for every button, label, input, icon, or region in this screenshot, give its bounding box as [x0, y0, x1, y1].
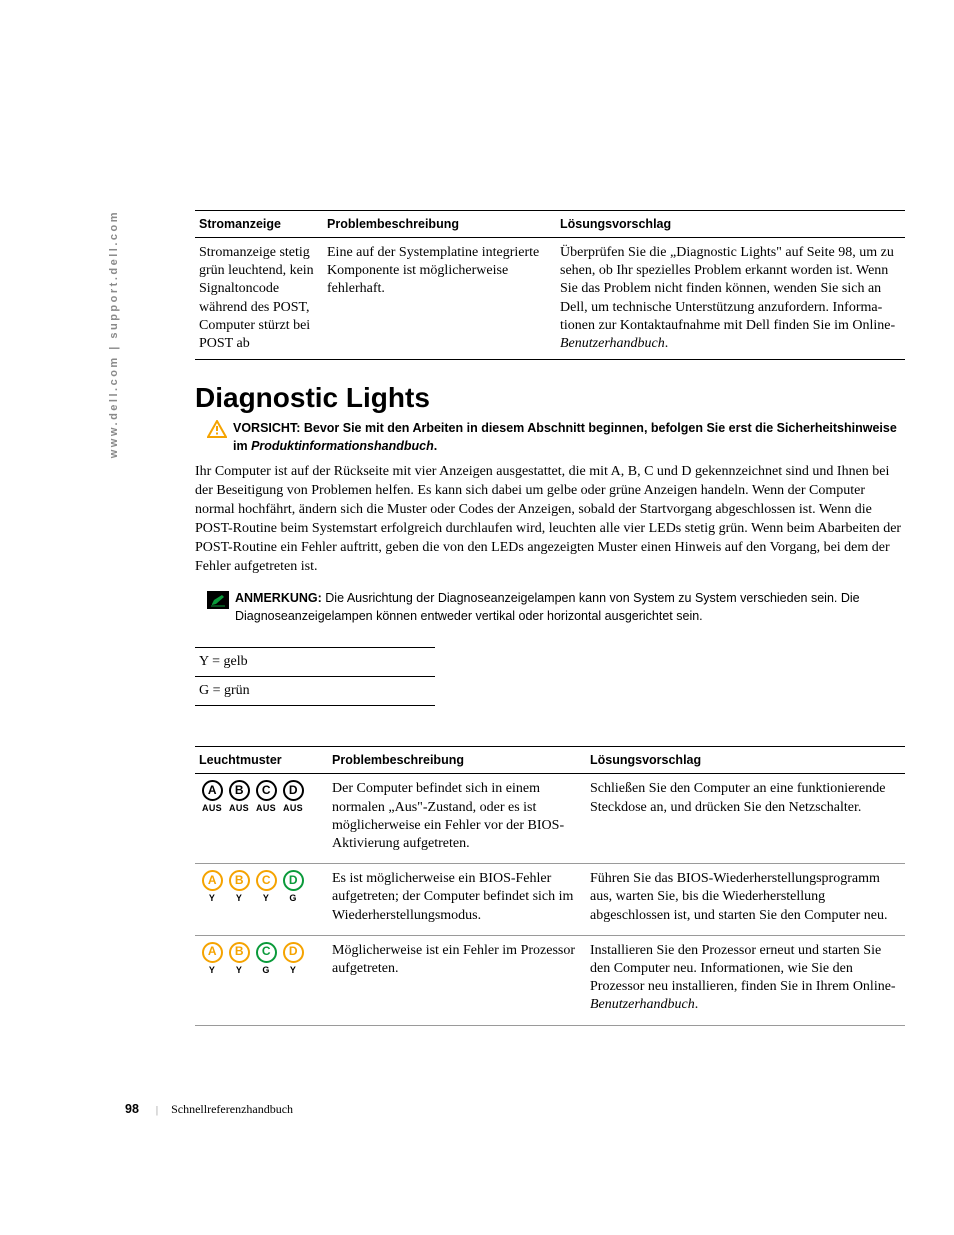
led-state-label: G — [289, 893, 296, 905]
warning-tail: . — [434, 439, 437, 453]
t1-c2: Eine auf der Systemplatine integrierte K… — [323, 238, 556, 360]
footer-sep: | — [156, 1104, 158, 1116]
led-indicator-icon: B — [229, 942, 250, 963]
t1-h2: Problembeschreibung — [323, 211, 556, 238]
solution-cell: Führen Sie das BIOS-Wiederherstellungs­p… — [586, 864, 905, 936]
led-state-label: Y — [209, 965, 215, 977]
t1-c3: Überprüfen Sie die „Diagnostic Lights" a… — [556, 238, 905, 360]
solution-tail: . — [695, 997, 699, 1012]
led-block: A AUS B AUS C AUS D AUS — [199, 780, 324, 815]
led-state-label: Y — [263, 893, 269, 905]
warning-icon — [207, 420, 227, 443]
solution-book-ref: Benutzerhandbuch — [590, 997, 695, 1012]
page-heading: Diagnostic Lights — [195, 382, 905, 414]
diagnostic-lights-table: Leuchtmuster Problembeschreibung Lösungs… — [195, 746, 905, 1025]
led-cell: CG — [253, 942, 279, 977]
led-indicator-icon: C — [256, 870, 277, 891]
t2-h2: Problembeschreibung — [328, 747, 586, 774]
led-indicator-icon: B — [229, 870, 250, 891]
problem-description-cell: Möglicherweise ist ein Fehler im Prozess… — [328, 935, 586, 1025]
led-indicator-icon: A — [202, 870, 223, 891]
t1-c1: Stromanzeige stetig grün leuchtend, kein… — [195, 238, 323, 360]
solution-text: Führen Sie das BIOS-Wiederherstellungs­p… — [590, 871, 887, 922]
note-block: ANMERKUNG: Die Ausrichtung der Diagnosea… — [195, 590, 905, 625]
solution-cell: Schließen Sie den Computer an eine funk­… — [586, 774, 905, 864]
page-content: Stromanzeige Problembeschreibung Lösungs… — [195, 210, 905, 1026]
led-cell: DG — [280, 870, 306, 905]
led-state-label: AUS — [283, 803, 303, 815]
led-block: AYBYCYDG — [199, 870, 324, 905]
led-cell: DY — [280, 942, 306, 977]
table-row: AYBYCYDGEs ist möglicherweise ein BIOS-F… — [195, 864, 905, 936]
table-row: AYBYCGDYMöglicherweise ist ein Fehler im… — [195, 935, 905, 1025]
problem-description-cell: Es ist möglicherweise ein BIOS-Fehler au… — [328, 864, 586, 936]
led-cell: D AUS — [280, 780, 306, 815]
led-cell: B AUS — [226, 780, 252, 815]
t2-h1: Leuchtmuster — [195, 747, 328, 774]
led-cell: CY — [253, 870, 279, 905]
warning-book: Produktinformationshandbuch — [251, 439, 434, 453]
led-indicator-icon: D — [283, 942, 304, 963]
t1-h1: Stromanzeige — [195, 211, 323, 238]
note-label: ANMERKUNG: — [235, 591, 325, 605]
led-indicator-icon: C — [256, 780, 277, 801]
led-indicator-icon: A — [202, 780, 223, 801]
page-number: 98 — [125, 1102, 139, 1116]
led-cell: BY — [226, 870, 252, 905]
body-paragraph: Ihr Computer ist auf der Rückseite mit v… — [195, 463, 905, 576]
led-state-label: Y — [209, 893, 215, 905]
problem-description-cell: Der Computer befindet sich in einem norm… — [328, 774, 586, 864]
led-cell: A AUS — [199, 780, 225, 815]
led-state-label: AUS — [229, 803, 249, 815]
led-state-label: Y — [236, 893, 242, 905]
pencil-icon — [207, 591, 229, 609]
led-state-label: Y — [290, 965, 296, 977]
led-pattern-cell: A AUS B AUS C AUS D AUS — [195, 774, 328, 864]
led-state-label: Y — [236, 965, 242, 977]
led-indicator-icon: C — [256, 942, 277, 963]
note-text: ANMERKUNG: Die Ausrichtung der Diagnosea… — [235, 590, 905, 625]
t1-h3: Lösungsvorschlag — [556, 211, 905, 238]
led-cell: C AUS — [253, 780, 279, 815]
legend-green: G = grün — [195, 677, 435, 706]
table-row: Stromanzeige stetig grün leuchtend, kein… — [195, 238, 905, 360]
table-row: A AUS B AUS C AUS D AUS Der Computer befindet si… — [195, 774, 905, 864]
led-state-label: AUS — [256, 803, 276, 815]
solution-text: Installieren Sie den Prozessor erneut un… — [590, 943, 896, 994]
solution-cell: Installieren Sie den Prozessor erneut un… — [586, 935, 905, 1025]
t1-c3c: . — [665, 336, 669, 351]
led-pattern-cell: AYBYCYDG — [195, 864, 328, 936]
led-state-label: AUS — [202, 803, 222, 815]
warning-text: VORSICHT: Bevor Sie mit den Arbeiten in … — [233, 420, 905, 455]
footer-title: Schnellreferenzhandbuch — [171, 1102, 293, 1116]
t2-h3: Lösungsvorschlag — [586, 747, 905, 774]
led-indicator-icon: D — [283, 870, 304, 891]
power-indicator-table: Stromanzeige Problembeschreibung Lösungs… — [195, 210, 905, 360]
warning-label: VORSICHT: — [233, 421, 304, 435]
led-indicator-icon: B — [229, 780, 250, 801]
note-body: Die Ausrichtung der Diagnoseanzeigelampe… — [235, 591, 860, 623]
led-indicator-icon: D — [283, 780, 304, 801]
page-footer: 98 | Schnellreferenzhandbuch — [125, 1102, 293, 1117]
led-indicator-icon: A — [202, 942, 223, 963]
color-legend: Y = gelb G = grün — [195, 647, 435, 706]
led-cell: AY — [199, 870, 225, 905]
led-cell: BY — [226, 942, 252, 977]
led-block: AYBYCGDY — [199, 942, 324, 977]
led-pattern-cell: AYBYCGDY — [195, 935, 328, 1025]
legend-yellow: Y = gelb — [195, 648, 435, 677]
warning-block: VORSICHT: Bevor Sie mit den Arbeiten in … — [195, 420, 905, 455]
led-state-label: G — [262, 965, 269, 977]
led-cell: AY — [199, 942, 225, 977]
t1-c3b: Benutzerhandbuch — [560, 336, 665, 351]
sidebar-url: www.dell.com | support.dell.com — [108, 210, 120, 458]
solution-text: Schließen Sie den Computer an eine funk­… — [590, 781, 885, 814]
t1-c3a: Überprüfen Sie die „Diagnostic Lights" a… — [560, 245, 895, 333]
